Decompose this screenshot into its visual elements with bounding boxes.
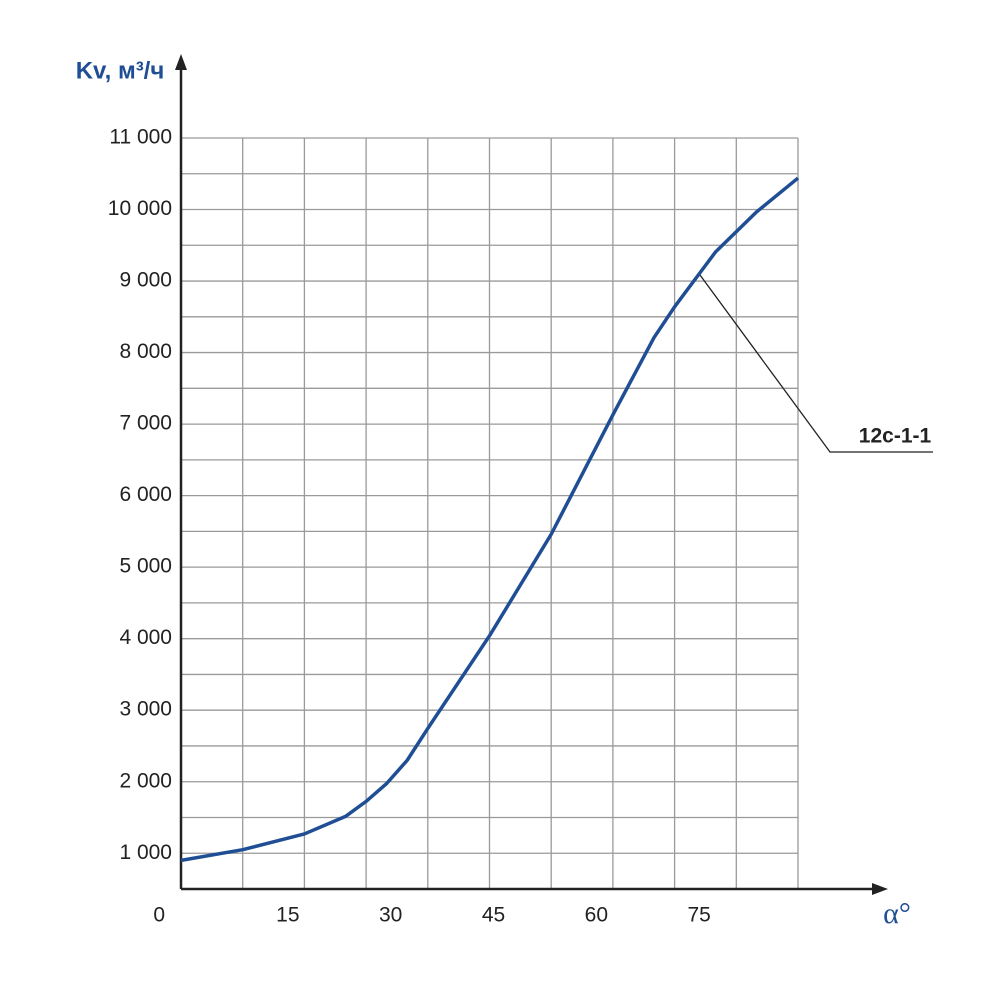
x-tick-label: 15 — [276, 904, 299, 927]
y-tick-label: 1 000 — [119, 841, 172, 864]
data-line — [180, 176, 800, 863]
y-axis-label: Kv, м³/ч — [76, 57, 165, 84]
y-tick-label: 9 000 — [119, 269, 172, 292]
y-tick-label: 7 000 — [119, 412, 172, 435]
y-tick-label: 6 000 — [119, 483, 172, 506]
y-tick-label: 4 000 — [119, 626, 172, 649]
y-tick-label: 10 000 — [108, 197, 172, 220]
x-tick-label: 45 — [482, 904, 505, 927]
x-tick-label: 75 — [687, 904, 710, 927]
x-tick-label: 0 — [153, 904, 165, 927]
series-label: 12c-1-1 — [859, 425, 932, 448]
y-tick-label: 8 000 — [119, 340, 172, 363]
x-axis-arrow — [872, 883, 888, 895]
y-tick-label: 5 000 — [119, 555, 172, 578]
x-tick-label: 30 — [379, 904, 402, 927]
y-axis-arrow — [175, 54, 187, 70]
y-tick-label: 3 000 — [119, 698, 172, 721]
y-tick-label: 11 000 — [109, 126, 172, 149]
y-tick-label: 2 000 — [119, 769, 172, 792]
leader-line — [699, 274, 933, 453]
x-axis-label: α° — [883, 897, 911, 930]
x-tick-label: 60 — [585, 904, 608, 927]
